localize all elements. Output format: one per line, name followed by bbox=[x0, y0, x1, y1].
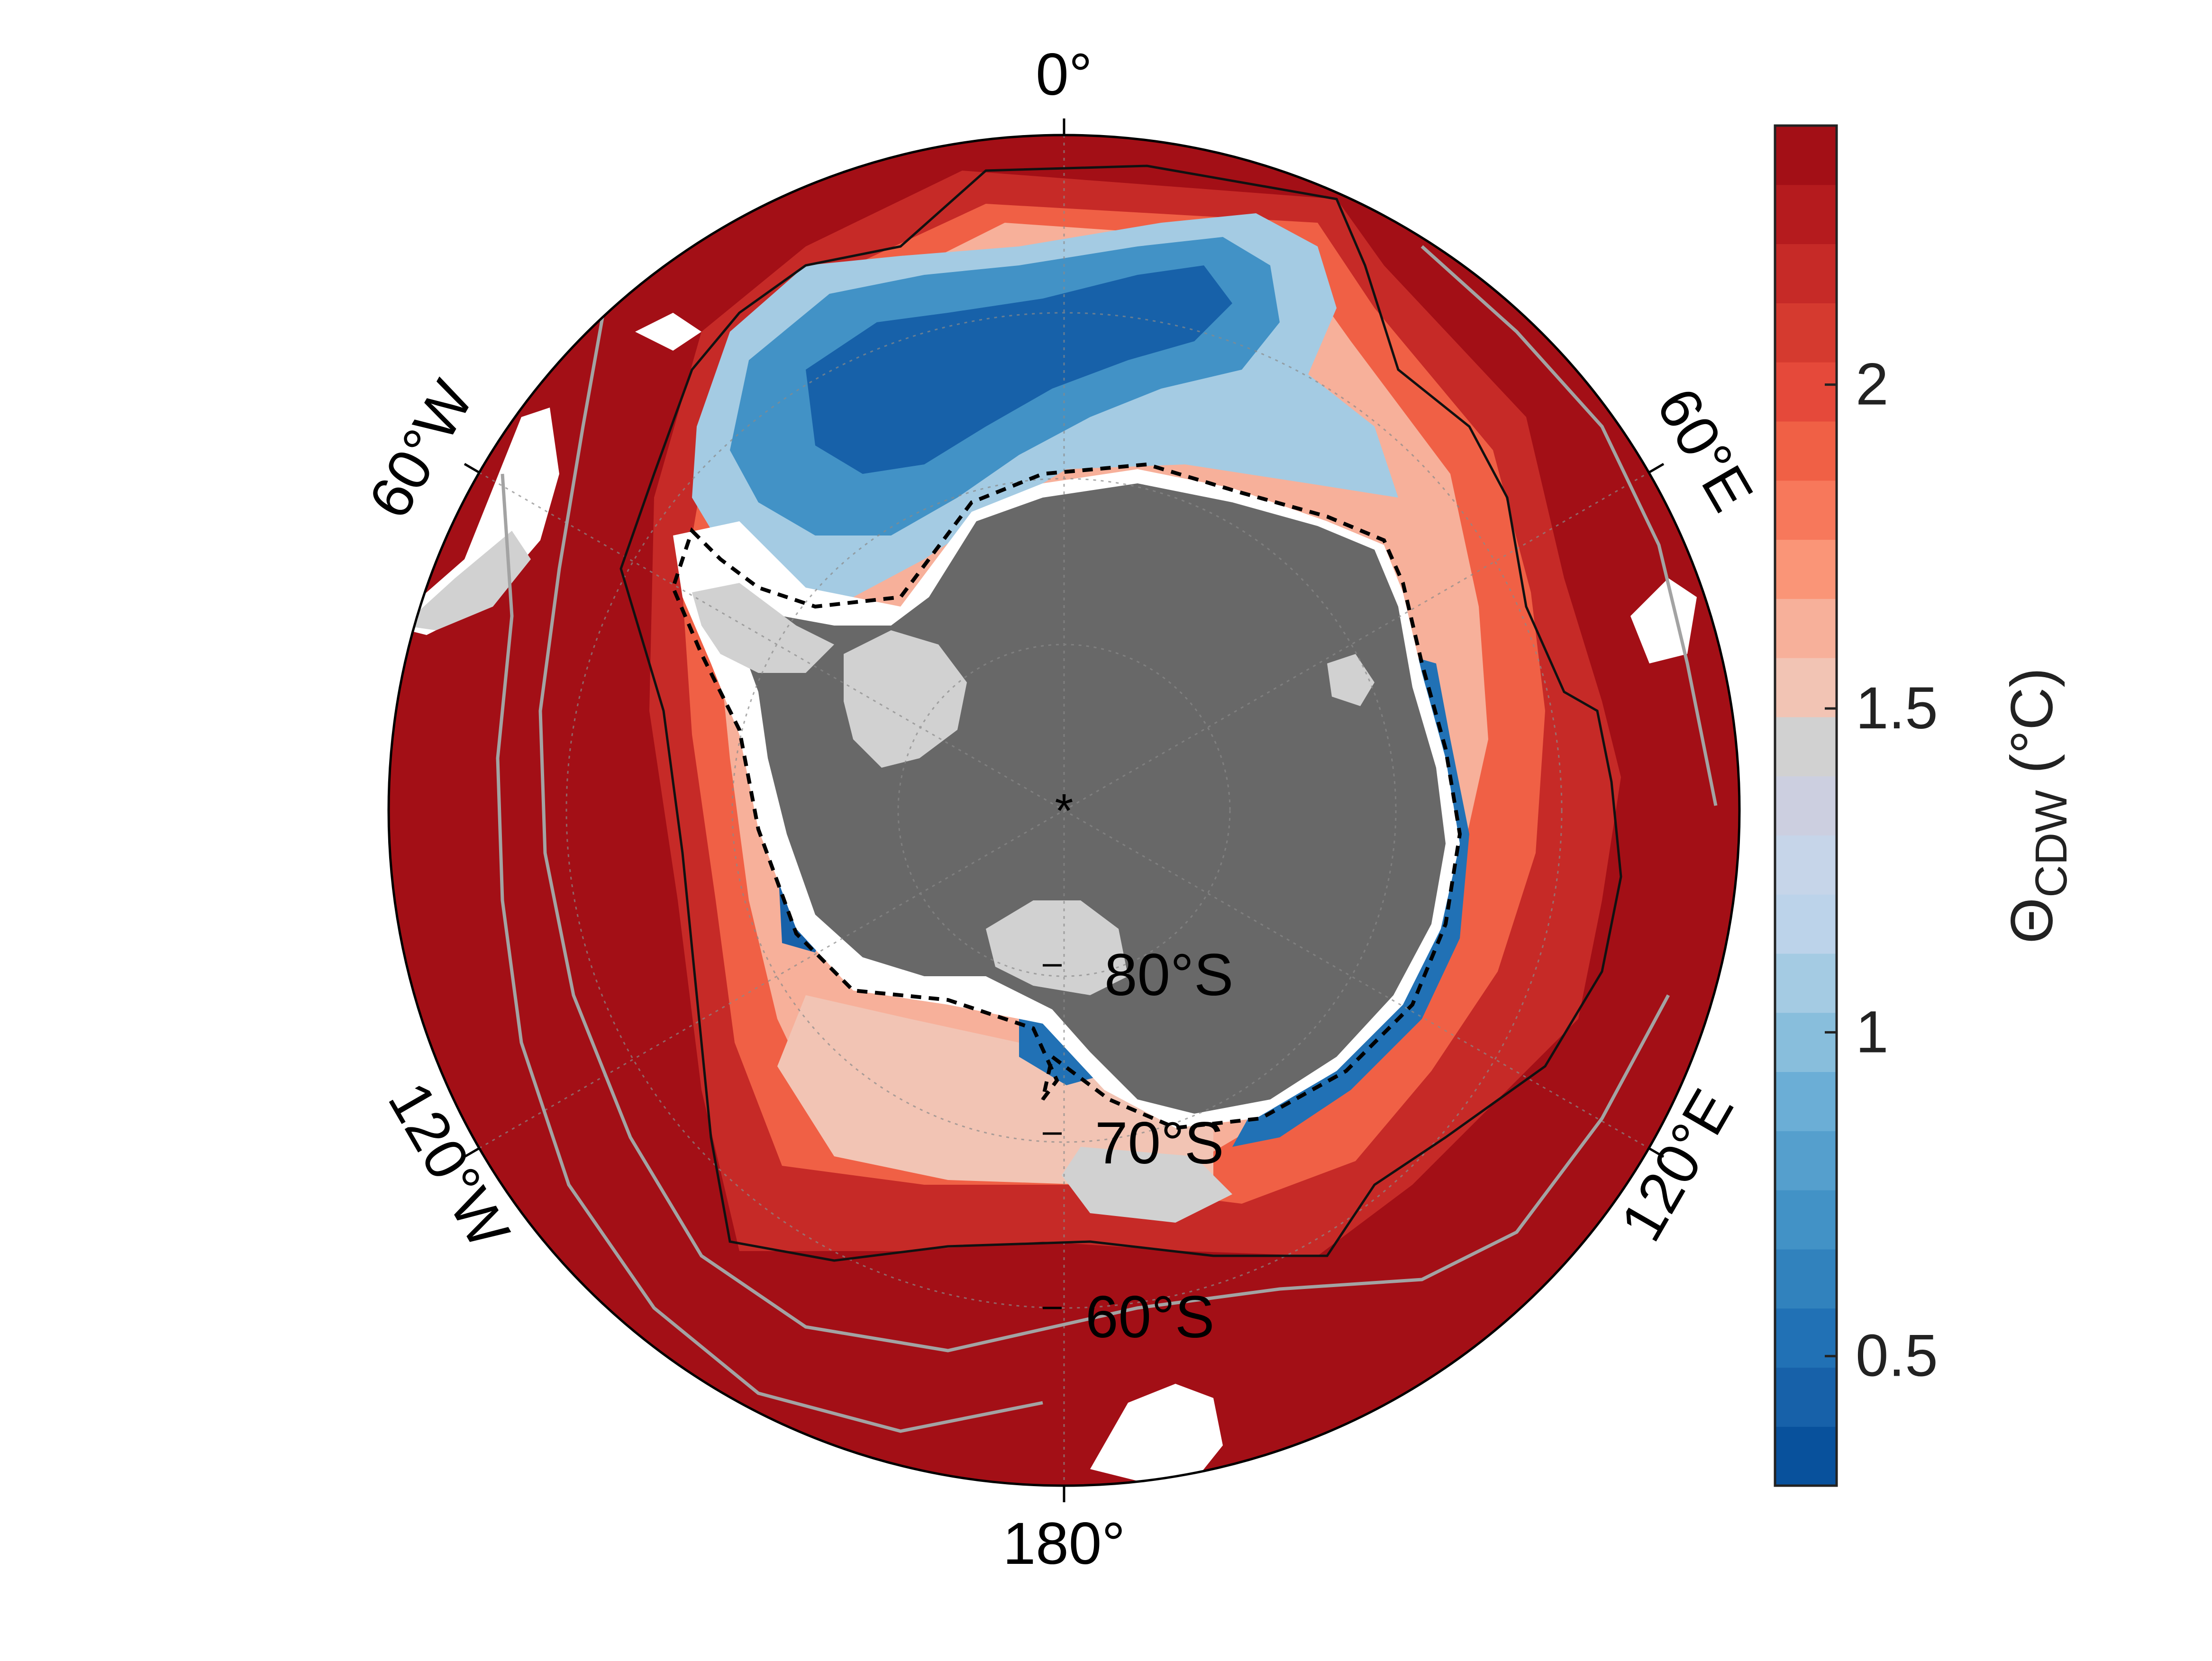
lat-label-70s: 70°S bbox=[1095, 1110, 1224, 1176]
colorbar-band bbox=[1775, 244, 1837, 303]
australia-nz-region bbox=[1090, 1384, 1223, 1486]
colorbar-band bbox=[1775, 835, 1837, 895]
colorbar-frame bbox=[1774, 124, 1838, 1487]
pole-marker: * bbox=[1055, 784, 1074, 837]
colorbar-band bbox=[1775, 1012, 1837, 1072]
frame-ticks bbox=[464, 118, 1665, 1502]
colorbar-ticks: 0.5 1 1.5 2 bbox=[1825, 352, 1938, 1389]
colorbar-band bbox=[1775, 599, 1837, 658]
colorbar-band bbox=[1775, 953, 1837, 1013]
colorbar-band bbox=[1775, 126, 1837, 185]
polar-map bbox=[389, 135, 1739, 1486]
colorbar-tick-label: 2 bbox=[1856, 352, 1889, 418]
colorbar-band bbox=[1775, 362, 1837, 422]
colorbar-band bbox=[1775, 1131, 1837, 1190]
lat-label-80s: 80°S bbox=[1104, 942, 1233, 1008]
colorbar-tick-label: 0.5 bbox=[1856, 1323, 1938, 1389]
ronne-filchner-ice-shelf bbox=[844, 630, 967, 768]
east-cold-coastal bbox=[1232, 654, 1469, 1147]
shelf-break-dashed bbox=[671, 462, 1462, 1130]
colorbar-band bbox=[1775, 1249, 1837, 1309]
colorbar-bands bbox=[1775, 126, 1837, 1486]
colorbar-band bbox=[1775, 1426, 1837, 1486]
colorbar-band bbox=[1775, 1308, 1837, 1368]
colorbar-band bbox=[1775, 421, 1837, 481]
lon-label-0: 0° bbox=[1036, 42, 1092, 108]
lon-label-180: 180° bbox=[1003, 1511, 1126, 1577]
colorbar: 0.5 1 1.5 2 ΘCDW (°C) bbox=[1774, 124, 2076, 1487]
colorbar-tick-label: 1.5 bbox=[1856, 675, 1938, 741]
colorbar-band bbox=[1775, 894, 1837, 954]
colorbar-band bbox=[1775, 1367, 1837, 1427]
colorbar-band bbox=[1775, 480, 1837, 540]
front-lines bbox=[496, 245, 1718, 1433]
colorbar-tick-label: 1 bbox=[1856, 999, 1889, 1065]
thin-contour bbox=[619, 164, 1622, 1262]
colorbar-label-subscript: CDW bbox=[2026, 790, 2076, 898]
south-america-tip bbox=[389, 408, 559, 635]
grey-neutral-patch bbox=[1062, 1147, 1232, 1223]
colorbar-label-symbol: Θ bbox=[1999, 898, 2065, 944]
lat-label-60s: 60°S bbox=[1085, 1284, 1214, 1350]
neutral-zone bbox=[777, 995, 1213, 1185]
colorbar-label: ΘCDW (°C) bbox=[1999, 668, 2076, 944]
colorbar-band bbox=[1775, 776, 1837, 835]
colorbar-band bbox=[1775, 303, 1837, 363]
lat-label-dashes bbox=[1043, 964, 1062, 1309]
weddell-cold-gyre-core bbox=[806, 265, 1232, 474]
colorbar-label-units: (°C) bbox=[1999, 668, 2065, 790]
colorbar-band bbox=[1775, 717, 1837, 777]
colorbar-band bbox=[1775, 1071, 1837, 1131]
antarctic-peninsula bbox=[692, 583, 834, 673]
colorbar-band bbox=[1775, 1190, 1837, 1250]
graticule bbox=[479, 135, 1649, 1486]
south-america-shelf bbox=[403, 531, 531, 630]
colorbar-band bbox=[1775, 184, 1837, 245]
south-georgia-void bbox=[635, 313, 701, 351]
ross-ice-shelf bbox=[986, 900, 1128, 995]
colorbar-band bbox=[1775, 539, 1837, 599]
kerguelen-void bbox=[1630, 578, 1697, 663]
